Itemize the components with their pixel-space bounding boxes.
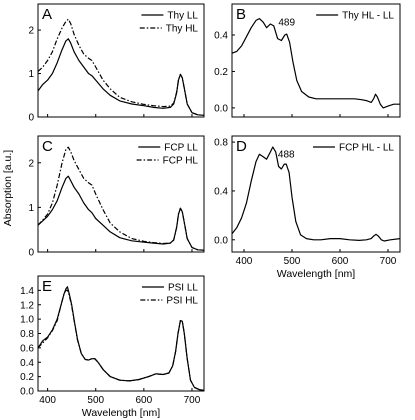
panel-letter: E	[42, 278, 52, 295]
panel-letter: B	[236, 6, 246, 23]
y-tick-label: 0.4	[214, 30, 228, 41]
series-line-psi-hl	[38, 289, 204, 391]
x-tick-label: 500	[87, 395, 104, 406]
panel-e: 400 500 600 700 0.0 0.2 0.4 0.6 0.8 1.0 1.2 1.4 E PSI…	[20, 275, 205, 419]
legend-label: PSI LL	[168, 283, 198, 294]
y-tick-label: 0.4	[214, 186, 228, 197]
x-tick-label: 600	[332, 256, 349, 267]
plot-frame	[231, 3, 401, 118]
y-tick-label: 0.0	[20, 387, 34, 398]
series-line-thy-hl-ll	[232, 18, 400, 109]
legend-label: FCP HL	[163, 156, 199, 167]
plot-frame	[37, 3, 205, 118]
legend-label: Thy HL	[166, 24, 199, 35]
y-tick-label: 0.8	[214, 138, 228, 149]
y-tick-label: 0	[28, 248, 34, 259]
series-line-fcp-hl-ll	[232, 146, 400, 242]
x-axis-title: Wavelength [nm]	[277, 268, 355, 280]
x-tick-label: 400	[236, 256, 253, 267]
y-tick-label: 1.0	[20, 315, 34, 326]
x-tick-label: 500	[284, 256, 301, 267]
x-axis-title: Wavelength [nm]	[82, 407, 160, 419]
y-tick-label: 0	[28, 113, 34, 124]
panel-letter: C	[42, 138, 53, 155]
y-tick-label: 0.8	[20, 329, 34, 340]
legend-label: PSI HL	[166, 296, 198, 307]
y-tick-label: 1.4	[20, 286, 34, 297]
plot-frame	[231, 135, 401, 253]
y-tick-label: 0.6	[20, 343, 34, 354]
legend-label: FCP HL - LL	[339, 143, 394, 154]
y-tick-label: 1.2	[20, 300, 34, 311]
peak-annotation: 489	[278, 18, 295, 29]
series-line-fcp-ll	[38, 175, 204, 251]
y-tick-label: 2	[28, 158, 34, 169]
legend-label: Thy HL - LL	[342, 11, 394, 22]
y-tick-label: 0.0	[214, 103, 228, 114]
x-tick-label: 400	[39, 395, 56, 406]
panel-d: 400 500 600 700 0.0 0.4 0.8 D FCP HL - LL 488 Wave…	[214, 135, 401, 280]
y-tick-label: 0.2	[214, 67, 228, 78]
y-axis-title: Absorption [a.u.]	[2, 150, 14, 227]
y-tick-label: 1	[28, 203, 34, 214]
legend-label: Thy LL	[167, 11, 198, 22]
x-tick-label: 600	[136, 395, 153, 406]
y-tick-label: 2	[28, 26, 34, 37]
series-line-thy-hl	[38, 18, 204, 116]
y-tick-label: 0.0	[214, 235, 228, 246]
x-tick-label: 700	[380, 256, 397, 267]
y-tick-label: 1	[28, 69, 34, 80]
panel-b: 0.0 0.2 0.4 B Thy HL - LL 489	[214, 3, 401, 118]
y-tick-label: 0.2	[20, 372, 34, 383]
x-tick-label: 700	[184, 395, 201, 406]
legend-label: FCP LL	[164, 143, 198, 154]
series-line-fcp-hl	[38, 146, 204, 251]
panel-a: 0 1 2A Thy LL Thy HL	[28, 3, 205, 124]
panel-letter: D	[236, 138, 247, 155]
panel-letter: A	[42, 6, 52, 23]
y-tick-label: 0.4	[20, 358, 34, 369]
peak-annotation: 488	[278, 150, 295, 161]
panel-c: 0 1 2C FCP LL FCP HL	[28, 135, 205, 259]
plot-frame	[37, 135, 205, 253]
